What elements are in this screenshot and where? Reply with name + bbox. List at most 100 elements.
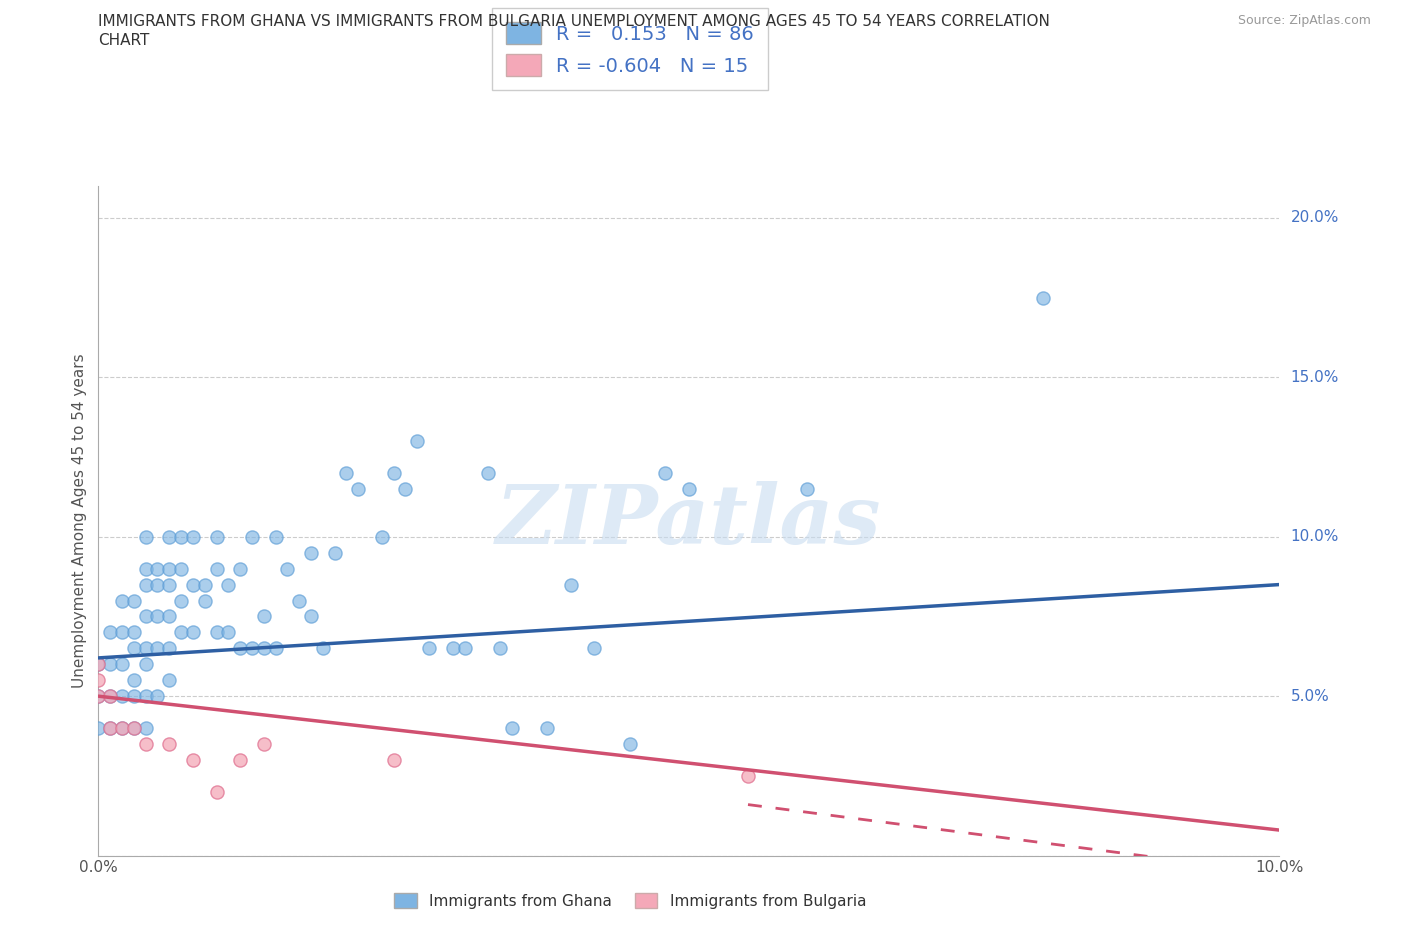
Point	[217, 625, 239, 640]
Point	[122, 721, 145, 736]
Point	[111, 689, 134, 704]
Text: CHART: CHART	[98, 33, 150, 47]
Point	[87, 689, 110, 704]
Point	[382, 466, 405, 481]
Text: 15.0%: 15.0%	[1291, 370, 1339, 385]
Point	[135, 657, 157, 671]
Point	[299, 545, 322, 560]
Point	[382, 752, 405, 767]
Point	[98, 689, 121, 704]
Point	[146, 609, 169, 624]
Y-axis label: Unemployment Among Ages 45 to 54 years: Unemployment Among Ages 45 to 54 years	[72, 353, 87, 688]
Point	[135, 578, 157, 592]
Point	[157, 561, 180, 576]
Text: 20.0%: 20.0%	[1291, 210, 1339, 225]
Point	[501, 721, 523, 736]
Point	[371, 529, 394, 544]
Point	[87, 689, 110, 704]
Point	[229, 561, 252, 576]
Point	[654, 466, 676, 481]
Point	[170, 561, 193, 576]
Point	[146, 578, 169, 592]
Point	[312, 641, 335, 656]
Point	[441, 641, 464, 656]
Point	[560, 578, 582, 592]
Point	[299, 609, 322, 624]
Point	[170, 625, 193, 640]
Point	[87, 657, 110, 671]
Point	[253, 737, 276, 751]
Point	[87, 721, 110, 736]
Point	[181, 625, 204, 640]
Point	[98, 689, 121, 704]
Text: IMMIGRANTS FROM GHANA VS IMMIGRANTS FROM BULGARIA UNEMPLOYMENT AMONG AGES 45 TO : IMMIGRANTS FROM GHANA VS IMMIGRANTS FROM…	[98, 14, 1050, 29]
Point	[737, 768, 759, 783]
Point	[170, 529, 193, 544]
Point	[181, 529, 204, 544]
Point	[157, 529, 180, 544]
Point	[194, 593, 217, 608]
Point	[796, 482, 818, 497]
Point	[253, 641, 276, 656]
Text: 5.0%: 5.0%	[1291, 689, 1329, 704]
Point	[146, 689, 169, 704]
Point	[111, 593, 134, 608]
Point	[264, 529, 287, 544]
Point	[87, 657, 110, 671]
Point	[229, 641, 252, 656]
Point	[394, 482, 416, 497]
Point	[205, 784, 228, 799]
Text: ZIPatlas: ZIPatlas	[496, 481, 882, 561]
Point	[111, 721, 134, 736]
Point	[536, 721, 558, 736]
Point	[98, 721, 121, 736]
Point	[194, 578, 217, 592]
Point	[111, 657, 134, 671]
Point	[205, 625, 228, 640]
Point	[205, 529, 228, 544]
Point	[135, 609, 157, 624]
Point	[406, 433, 429, 448]
Point	[122, 689, 145, 704]
Point	[181, 752, 204, 767]
Point	[170, 593, 193, 608]
Point	[181, 578, 204, 592]
Point	[477, 466, 499, 481]
Point	[619, 737, 641, 751]
Point	[87, 672, 110, 687]
Point	[111, 721, 134, 736]
Point	[146, 561, 169, 576]
Point	[217, 578, 239, 592]
Point	[453, 641, 475, 656]
Text: Source: ZipAtlas.com: Source: ZipAtlas.com	[1237, 14, 1371, 27]
Point	[253, 609, 276, 624]
Point	[135, 689, 157, 704]
Point	[157, 609, 180, 624]
Point	[418, 641, 440, 656]
Point	[98, 625, 121, 640]
Point	[111, 625, 134, 640]
Point	[122, 641, 145, 656]
Point	[323, 545, 346, 560]
Point	[157, 737, 180, 751]
Point	[489, 641, 512, 656]
Point	[157, 578, 180, 592]
Point	[122, 672, 145, 687]
Text: 10.0%: 10.0%	[1291, 529, 1339, 544]
Point	[1032, 290, 1054, 305]
Point	[122, 593, 145, 608]
Point	[583, 641, 606, 656]
Point	[157, 672, 180, 687]
Point	[240, 529, 263, 544]
Legend: Immigrants from Ghana, Immigrants from Bulgaria: Immigrants from Ghana, Immigrants from B…	[388, 886, 872, 915]
Point	[157, 641, 180, 656]
Point	[122, 625, 145, 640]
Point	[264, 641, 287, 656]
Point	[205, 561, 228, 576]
Point	[98, 721, 121, 736]
Point	[335, 466, 357, 481]
Point	[678, 482, 700, 497]
Point	[135, 721, 157, 736]
Point	[135, 641, 157, 656]
Point	[135, 737, 157, 751]
